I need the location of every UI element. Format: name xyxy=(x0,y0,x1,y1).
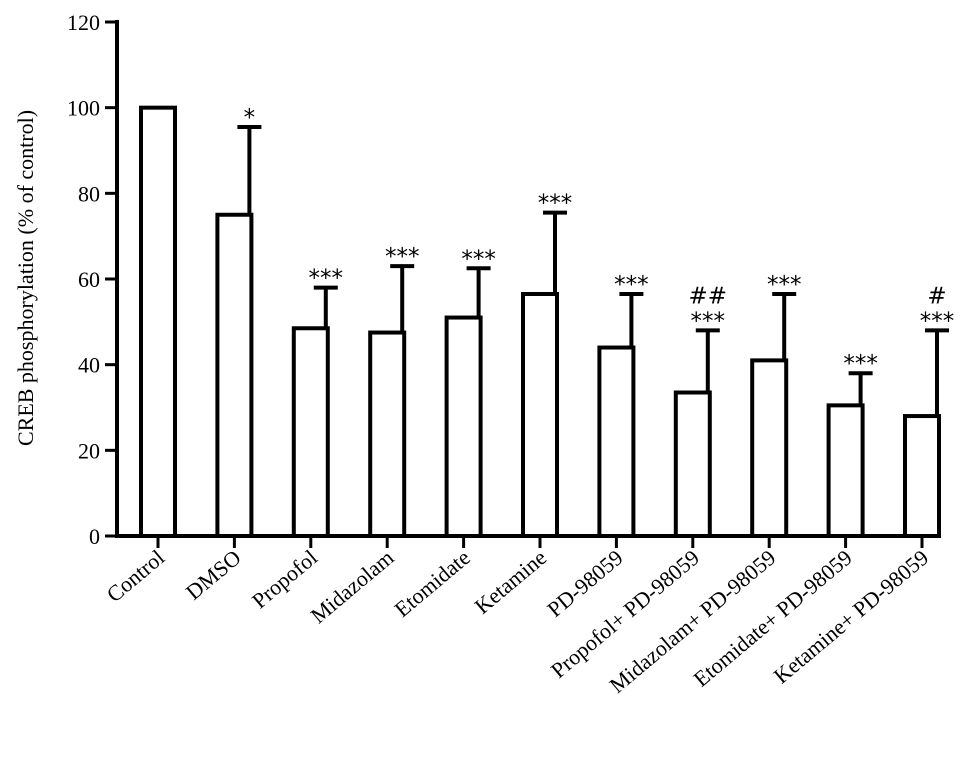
bar xyxy=(903,414,941,539)
bar xyxy=(291,326,330,538)
significance-marker: *** xyxy=(538,191,573,217)
y-axis-title: CREB phosphorylation (% of control) xyxy=(13,110,38,446)
x-tick-label: Control xyxy=(102,545,170,607)
bar xyxy=(215,212,254,538)
significance-marker: *** xyxy=(767,272,802,298)
significance-marker: *** xyxy=(461,246,496,272)
x-tick-label: Propofol xyxy=(247,545,322,614)
x-tick-label: DMSO xyxy=(181,545,246,605)
x-axis-labels: Control DMSO PropofolMidazolamEtomidateKet… xyxy=(102,536,933,698)
bars xyxy=(139,105,941,539)
error-bars xyxy=(237,124,949,417)
x-tick-label: Etomidate xyxy=(389,545,474,622)
x-tick-label: Ketamine xyxy=(470,545,552,619)
bar xyxy=(597,345,636,538)
significance-marker: *** xyxy=(309,266,344,292)
bar xyxy=(750,358,789,538)
y-tick-label: 120 xyxy=(67,10,100,35)
y-tick-label: 60 xyxy=(78,267,100,292)
bar xyxy=(521,291,559,538)
significance-marker-hash: ## xyxy=(689,283,728,309)
bar xyxy=(673,390,712,538)
bar xyxy=(139,105,177,539)
significance-marker: *** xyxy=(385,244,420,270)
bar xyxy=(444,315,483,538)
bar xyxy=(826,403,865,538)
significance-marker: *** xyxy=(691,308,726,334)
significance-marker: * xyxy=(244,105,256,131)
x-tick-label: Midazolam xyxy=(306,545,399,629)
bar xyxy=(368,330,407,538)
significance-marker-hash: # xyxy=(927,283,946,309)
significance-marker: *** xyxy=(614,272,649,298)
y-tick-label: 80 xyxy=(78,181,100,206)
significance-markers: ******* ************## *********# xyxy=(244,105,955,377)
significance-marker: *** xyxy=(843,351,878,377)
y-tick-label: 100 xyxy=(67,96,100,121)
y-tick-label: 20 xyxy=(78,438,100,463)
y-tick-label: 40 xyxy=(78,353,100,378)
significance-marker: *** xyxy=(920,308,955,334)
y-tick-label: 0 xyxy=(89,524,100,549)
